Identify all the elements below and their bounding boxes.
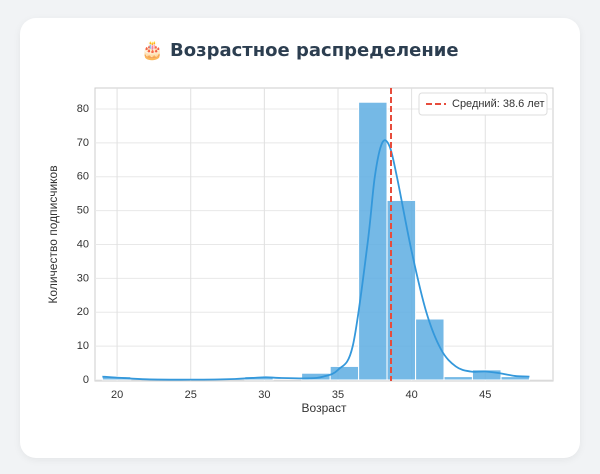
- x-tick-label: 45: [479, 389, 491, 401]
- y-tick-label: 50: [77, 205, 89, 217]
- x-tick-label: 25: [185, 389, 197, 401]
- x-tick-label: 30: [258, 389, 270, 401]
- y-axis-label: Количество подписчиков: [46, 165, 60, 303]
- y-tick-label: 60: [77, 171, 89, 183]
- x-tick-label: 40: [405, 389, 417, 401]
- legend: Средний: 38.6 лет: [418, 92, 548, 116]
- y-tick-label: 40: [77, 238, 89, 250]
- y-tick-label: 30: [77, 272, 89, 284]
- bar: [415, 318, 445, 381]
- bar: [358, 101, 388, 381]
- y-tick-label: 80: [77, 103, 89, 115]
- legend-box: [418, 92, 548, 116]
- kde-line: [102, 139, 530, 381]
- y-tick-label: 10: [77, 340, 89, 352]
- y-tick-label: 0: [83, 374, 89, 386]
- x-axis-label: Возраст: [302, 401, 347, 415]
- legend-label: Средний: 38.6 лет: [452, 98, 545, 110]
- y-tick-label: 20: [77, 306, 89, 318]
- bar: [471, 369, 502, 381]
- y-tick-label: 70: [77, 137, 89, 149]
- bar: [443, 376, 473, 381]
- card-title: 🎂 Возрастное распределение: [141, 40, 459, 61]
- x-tick-label: 20: [111, 389, 123, 401]
- x-tick-label: 35: [332, 389, 344, 401]
- plot-area: [94, 87, 554, 382]
